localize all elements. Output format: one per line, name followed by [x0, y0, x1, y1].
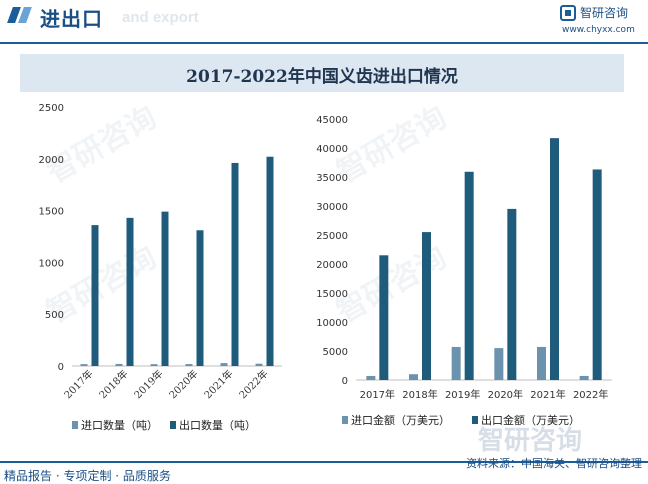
legend-swatch: [472, 416, 478, 424]
y-tick-label: 20000: [316, 260, 348, 271]
footer-source: 资料来源：中国海关、智研咨询整理: [466, 457, 642, 470]
brand-url: www.chyxx.com: [562, 25, 635, 35]
section-subtitle: and export: [122, 9, 199, 26]
bar-export: [422, 232, 431, 380]
x-tick-label: 2021年: [201, 367, 235, 401]
y-tick-label: 0: [58, 362, 64, 373]
bar-export: [231, 162, 239, 366]
bar-export: [550, 138, 559, 380]
x-tick-label: 2020年: [166, 367, 200, 401]
y-tick-label: 35000: [316, 173, 348, 184]
y-tick-label: 500: [45, 310, 64, 321]
section-title: 进出口: [40, 7, 103, 31]
bar-import: [409, 374, 418, 380]
legend-label: 进口数量（吨）: [81, 419, 158, 432]
x-tick-label: 2022年: [573, 388, 608, 401]
bar-export: [196, 230, 204, 366]
bar-import: [185, 364, 193, 366]
bar-import: [579, 375, 589, 380]
bar-export: [464, 171, 474, 380]
bar-export: [379, 255, 389, 380]
y-tick-label: 10000: [316, 318, 348, 329]
y-tick-label: 0: [342, 376, 348, 387]
bar-import: [537, 346, 546, 380]
y-tick-label: 45000: [316, 115, 348, 126]
y-tick-label: 1000: [39, 258, 64, 269]
y-tick-label: 2000: [39, 155, 64, 166]
bar-import: [451, 346, 461, 380]
bar-import: [366, 375, 376, 380]
bar-import: [115, 363, 123, 366]
bar-import: [150, 364, 158, 366]
bar-export: [126, 217, 134, 366]
x-tick-label: 2018年: [402, 388, 437, 401]
y-tick-label: 5000: [323, 347, 348, 358]
x-tick-label: 2019年: [131, 367, 165, 401]
x-tick-label: 2018年: [96, 367, 130, 401]
legend-swatch: [72, 421, 78, 429]
bar-export: [161, 211, 169, 366]
legend-swatch: [170, 421, 176, 429]
bar-import: [255, 363, 263, 366]
bar-export: [266, 156, 274, 366]
header-divider: [0, 42, 648, 44]
x-tick-label: 2017年: [61, 367, 95, 401]
brand-watermark: 智研咨询: [478, 426, 583, 456]
x-tick-label: 2020年: [488, 388, 523, 401]
brand-logo-icon: [560, 5, 576, 21]
y-tick-label: 40000: [316, 144, 348, 155]
header-bar: 进出口 and export 智研咨询 www.chyxx.com: [0, 0, 648, 35]
bar-import: [494, 348, 504, 380]
bar-import: [80, 364, 88, 366]
bar-export: [592, 169, 602, 380]
chart-title-band: 2017-2022年中国义齿进出口情况: [20, 54, 624, 92]
x-tick-label: 2019年: [445, 388, 480, 401]
y-tick-label: 2500: [39, 103, 64, 114]
bar-import: [220, 363, 228, 366]
legend-label: 出口数量（吨）: [179, 418, 256, 432]
footer-slogan: 精品报告 · 专项定制 · 品质服务: [4, 469, 171, 483]
y-tick-label: 30000: [316, 202, 348, 213]
footer-divider: [0, 461, 648, 463]
chart-title: 2017-2022年中国义齿进出口情况: [186, 67, 458, 87]
x-tick-label: 2022年: [236, 367, 270, 401]
legend-label: 进口金额（万美元）: [351, 413, 450, 427]
y-tick-label: 25000: [316, 231, 348, 242]
y-tick-label: 1500: [39, 207, 64, 218]
legend-swatch: [342, 416, 348, 424]
legend-label: 出口金额（万美元）: [481, 413, 580, 427]
brand-name: 智研咨询: [580, 6, 629, 20]
bar-export: [91, 225, 99, 366]
x-tick-label: 2017年: [360, 388, 395, 401]
bar-export: [507, 208, 517, 380]
x-tick-label: 2021年: [530, 388, 565, 401]
y-tick-label: 15000: [316, 289, 348, 300]
